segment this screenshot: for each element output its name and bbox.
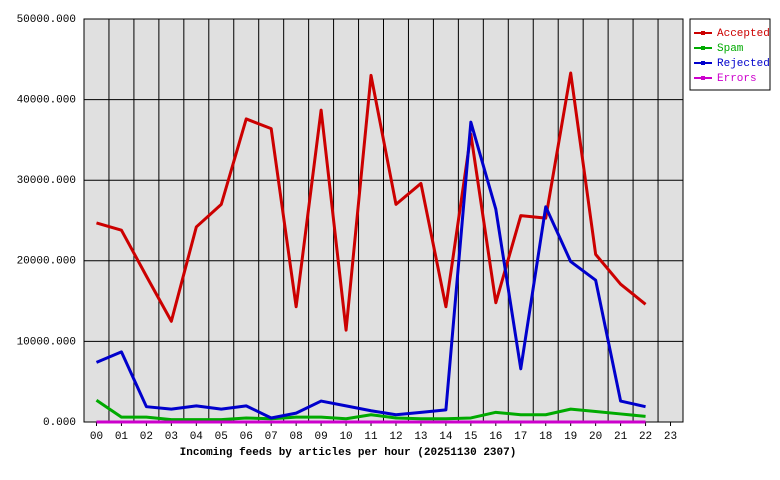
series-line <box>95 120 646 420</box>
x-tick-label: 20 <box>589 431 602 443</box>
x-tick-label: 21 <box>614 431 628 443</box>
x-tick-label: 11 <box>364 431 378 443</box>
x-tick-label: 10 <box>339 431 352 443</box>
legend-label: Spam <box>717 43 744 55</box>
y-tick-label: 10000.000 <box>17 336 76 348</box>
legend-marker <box>701 46 705 50</box>
y-tick-label: 30000.000 <box>17 175 76 187</box>
x-tick-label: 22 <box>639 431 652 443</box>
x-tick-label: 09 <box>315 431 328 443</box>
x-tick-label: 16 <box>489 431 502 443</box>
x-tick-label: 06 <box>240 431 253 443</box>
x-tick-label: 00 <box>90 431 103 443</box>
x-tick-label: 14 <box>439 431 453 443</box>
x-tick-label: 17 <box>514 431 527 443</box>
legend-label: Accepted <box>717 28 770 40</box>
y-tick-label: 20000.000 <box>17 256 76 268</box>
legend-marker <box>701 76 705 80</box>
y-tick-label: 40000.000 <box>17 95 76 107</box>
legend-label: Errors <box>717 73 757 85</box>
y-tick-label: 0.000 <box>43 417 76 429</box>
legend-marker <box>701 31 705 35</box>
x-tick-label: 01 <box>115 431 129 443</box>
x-tick-label: 13 <box>414 431 427 443</box>
x-tick-label: 08 <box>290 431 303 443</box>
x-tick-label: 04 <box>190 431 204 443</box>
series-line <box>95 398 646 422</box>
x-tick-label: 23 <box>664 431 677 443</box>
y-tick-label: 50000.000 <box>17 14 76 26</box>
legend-marker <box>701 61 705 65</box>
x-tick-label: 12 <box>389 431 402 443</box>
x-tick-label: 03 <box>165 431 178 443</box>
x-tick-label: 02 <box>140 431 153 443</box>
legend-label: Rejected <box>717 58 770 70</box>
x-axis-label: Incoming feeds by articles per hour (202… <box>180 447 517 459</box>
x-tick-label: 18 <box>539 431 552 443</box>
x-tick-label: 05 <box>215 431 228 443</box>
x-tick-label: 07 <box>265 431 278 443</box>
series-line <box>96 71 647 332</box>
x-tick-label: 19 <box>564 431 577 443</box>
x-tick-label: 15 <box>464 431 477 443</box>
